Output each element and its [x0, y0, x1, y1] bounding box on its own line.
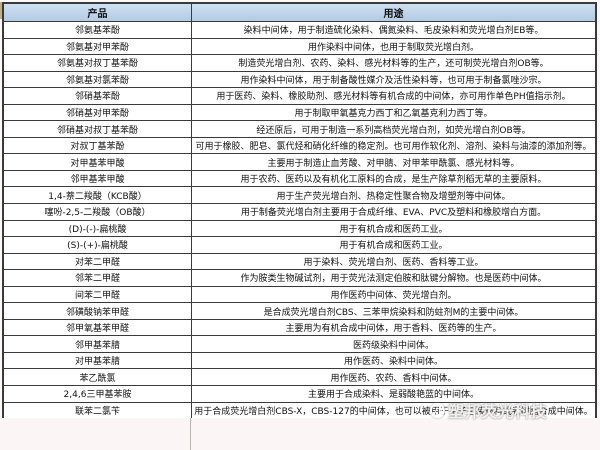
use-cell: 用于医药、染料、橡胶助剂、感光材料等有机合成的中间体，亦可用作单色PH值指示剂。: [216, 92, 571, 103]
products-usage-table: 产品 用途 邻氨基苯酚 染料中间体，用于制造硫化染料、偶氮染料、毛皮染料和荧光增…: [2, 2, 597, 421]
product-cell: 1,4-萘二羧酸（KCB酸）: [4, 187, 192, 204]
table-body: 邻氨基苯酚 染料中间体，用于制造硫化染料、偶氮染料、毛皮染料和荧光增白剂EB等。…: [4, 22, 595, 419]
product-cell: 2,4,6三甲基苯胺: [4, 386, 192, 402]
table-row: (S)-(+)-扁桃酸 用于有机合成和医药工业。: [4, 237, 595, 254]
use-cell: 是合成荧光增白剂CBS、三苯甲烷染料和防蛀剂M的主要中间体。: [263, 307, 524, 318]
product-cell: 联苯二氯苄: [4, 402, 192, 419]
column-divider-extension: [190, 418, 191, 450]
product-cell: 对叔丁基苯酚: [4, 137, 192, 154]
table-row: 邻硝基苯酚 用于医药、染料、橡胶助剂、感光材料等有机合成的中间体，亦可用作单色P…: [4, 88, 595, 105]
use-cell: 用于有机合成和医药工业。: [339, 241, 448, 252]
product-cell: 邻氨基对叔丁基苯酚: [4, 55, 192, 71]
table-row: 邻甲基苯甲酸 用于农药、医药以及有机化工原料的合成，是生产除草剂稻无草的主要原料…: [4, 170, 595, 188]
product-cell: 邻硝基对甲苯酚: [4, 104, 192, 121]
table-row: 邻苯二甲醛 作为胺类生物碱试剂，用于荧光法测定伯胺和肽键分解物。也是医药中间体。: [4, 270, 595, 287]
product-cell: 邻甲氧基苯甲醛: [4, 319, 192, 336]
use-cell: 用于生产荧光增白剂、热稳定性聚合物及增塑剂等中间体。: [276, 191, 511, 202]
product-cell: 邻硝基对叔丁基苯酚: [4, 121, 192, 137]
product-cell: 邻苯二甲醛: [4, 270, 192, 286]
product-cell: 邻甲基苯腈: [4, 336, 192, 352]
use-cell: 主要用于合成染料、是弱酸艳蓝的中间体。: [307, 390, 479, 401]
table-row: 邻硝基对甲苯酚 用于制取甲氧基克力西丁和乙氧基克利力西丁等。: [4, 104, 595, 122]
use-cell: 用于合成荧光增白剂CBS-X，CBS-127的中间体，也可以被用于电子包装材料或…: [194, 406, 593, 417]
use-cell: 医药级染料中间体。: [352, 340, 434, 351]
table-row: 2,4,6三甲基苯胺 主要用于合成染料、是弱酸艳蓝的中间体。: [4, 386, 595, 403]
table-row: 邻硝基对叔丁基苯酚 经还原后，可用于制造一系列高档荧光增白剂，如荧光增白剂OB等…: [4, 121, 595, 138]
table-row: 邻甲基苯腈 医药级染料中间体。: [4, 336, 595, 353]
product-cell: 对苯二甲醛: [4, 253, 192, 270]
product-cell: 间苯二甲醛: [4, 286, 192, 303]
use-cell: 制造荧光增白剂、农药、染料、感光材料等的生产，还可制荧光增白剂OB等。: [238, 59, 549, 70]
use-cell: 主要用于制造止血芳酸、对甲腈、对甲苯甲酰氯、感光材料等。: [267, 158, 520, 169]
use-cell: 用作医药、染料中间体。: [343, 357, 443, 368]
use-cell: 用作医药中间体、荧光增白剂。: [330, 291, 457, 302]
table-row: 联苯二氯苄 用于合成荧光增白剂CBS-X，CBS-127的中间体，也可以被用于电…: [4, 402, 595, 419]
use-cell: 用于染料、荧光增白剂、医药、香料等工业。: [303, 257, 484, 268]
use-cell: 用于农药、医药以及有机化工原料的合成，是生产除草剂稻无草的主要原料。: [240, 175, 547, 186]
table-row: 邻磺酸钠苯甲醛 是合成荧光增白剂CBS、三苯甲烷染料和防蛀剂M的主要中间体。: [4, 303, 595, 320]
product-cell: 对甲基苯甲酸: [4, 154, 192, 170]
use-cell: 用于有机合成和医药工业。: [339, 224, 448, 235]
use-cell: 用作医药、农药、香料中间体。: [330, 373, 457, 384]
column-header-use: 用途: [383, 9, 404, 20]
table-row: 噻吩-2,5-二羧酸（OB酸） 用于制备荧光增白剂主要用于合成纤维、EVA、PV…: [4, 204, 595, 221]
table-row: 苯乙酰氯 用作医药、农药、香料中间体。: [4, 369, 595, 387]
use-cell: 用作染料中间体，用于制备酸性媒介及活性染料等，也可用于制备氯唑沙宗。: [240, 75, 547, 86]
table-row: 对苯二甲醛 用于染料、荧光增白剂、医药、香料等工业。: [4, 253, 595, 271]
product-cell: 邻氨基对甲苯酚: [4, 38, 192, 55]
use-cell: 染料中间体，用于制造硫化染料、偶氮染料、毛皮染料和荧光增白剂EB等。: [243, 26, 544, 37]
product-cell: 对甲基苯腈: [4, 352, 192, 369]
use-cell: 主要用为有机合成中间体，用于香料、医药等的生产。: [285, 324, 502, 335]
table-row: 对叔丁基苯酚 可用于橡胶、肥皂、氯代烃和硝化纤维的稳定剂。也可用作软化剂、溶剂、…: [4, 137, 595, 155]
product-cell: 噻吩-2,5-二羧酸（OB酸）: [4, 204, 192, 220]
use-cell: 用于制取甲氧基克力西丁和乙氧基克利力西丁等。: [294, 109, 493, 119]
product-cell: 苯乙酰氯: [4, 369, 192, 386]
product-cell: 邻氨基苯酚: [4, 22, 192, 38]
use-cell: 可用于橡胶、肥皂、氯代烃和硝化纤维的稳定剂。也可用作软化剂、溶剂、染料与油漆的添…: [195, 142, 592, 153]
product-cell: (S)-(+)-扁桃酸: [4, 237, 192, 253]
table-row: 邻甲氧基苯甲醛 主要用为有机合成中间体，用于香料、医药等的生产。: [4, 319, 595, 337]
product-cell: 邻氨基对氯苯酚: [4, 71, 192, 88]
table-row: (D)-(-)-扁桃酸 用于有机合成和医药工业。: [4, 220, 595, 238]
table-row: 对甲基苯甲酸 主要用于制造止血芳酸、对甲腈、对甲苯甲酰氯、感光材料等。: [4, 154, 595, 171]
table-header-row: 产品 用途: [4, 4, 595, 22]
product-cell: 邻甲基苯甲酸: [4, 170, 192, 187]
table-row: 邻氨基对甲苯酚 用作染料中间体，也用于制取荧光增白剂。: [4, 38, 595, 56]
use-cell: 经还原后，可用于制造一系列高档荧光增白剂，如荧光增白剂OB等。: [256, 125, 531, 136]
table-row: 邻氨基苯酚 染料中间体，用于制造硫化染料、偶氮染料、毛皮染料和荧光增白剂EB等。: [4, 22, 595, 39]
table-row: 对甲基苯腈 用作医药、染料中间体。: [4, 352, 595, 370]
table-row: 1,4-萘二羧酸（KCB酸） 用于生产荧光增白剂、热稳定性聚合物及增塑剂等中间体…: [4, 187, 595, 205]
product-cell: 邻硝基苯酚: [4, 88, 192, 104]
product-cell: 邻磺酸钠苯甲醛: [4, 303, 192, 319]
table-row: 邻氨基对氯苯酚 用作染料中间体，用于制备酸性媒介及活性染料等，也可用于制备氯唑沙…: [4, 71, 595, 89]
use-cell: 用于制备荧光增白剂主要用于合成纤维、EVA、PVC及塑料和橡胶增白方面。: [240, 208, 547, 219]
product-cell: (D)-(-)-扁桃酸: [4, 220, 192, 237]
table-row: 邻氨基对叔丁基苯酚 制造荧光增白剂、农药、染料、感光材料等的生产，还可制荧光增白…: [4, 55, 595, 72]
column-header-product: 产品: [4, 4, 192, 21]
area-below-table: [0, 418, 600, 450]
use-cell: 用作染料中间体，也用于制取荧光增白剂。: [307, 42, 479, 53]
use-cell: 作为胺类生物碱试剂，用于荧光法测定伯胺和肽键分解物。也是医药中间体。: [240, 274, 547, 285]
table-row: 间苯二甲醛 用作医药中间体、荧光增白剂。: [4, 286, 595, 304]
